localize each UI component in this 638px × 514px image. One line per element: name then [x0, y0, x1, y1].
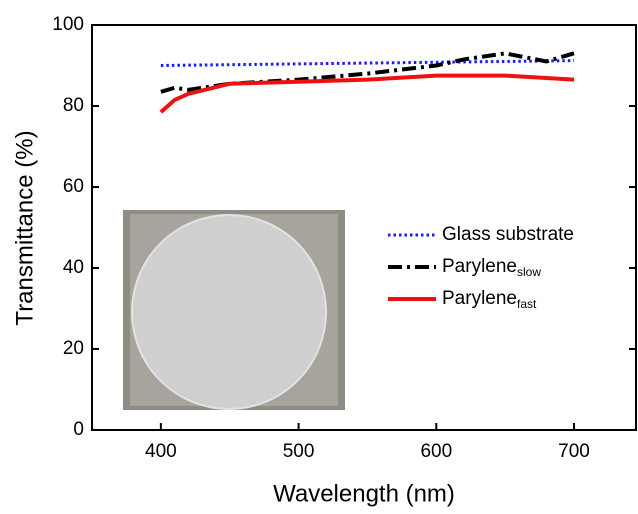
chart: Wavelength (nm) Transmittance (%) 0 20 40 6…	[0, 0, 638, 509]
x-tick-label: 600	[420, 441, 452, 462]
legend-label: Paryleneslow	[442, 256, 541, 279]
y-tick-label: 0	[73, 419, 84, 440]
y-tick-label: 100	[52, 14, 84, 35]
x-tick-label: 500	[283, 441, 315, 462]
legend-subscript: fast	[517, 297, 537, 311]
y-tick-label: 80	[63, 95, 84, 116]
x-tick-label: 700	[558, 441, 590, 462]
legend-name: Parylene	[442, 256, 517, 277]
x-axis-label: Wavelength (nm)	[273, 480, 455, 507]
legend-label: Glass substrate	[442, 224, 574, 245]
y-tick-label: 60	[63, 176, 84, 197]
legend-name: Parylene	[442, 288, 517, 309]
series-line	[161, 61, 574, 66]
inset-photo	[123, 210, 345, 410]
y-tick-label: 40	[63, 257, 84, 278]
y-tick-label: 20	[63, 338, 84, 359]
y-axis-label: Transmittance (%)	[11, 130, 38, 325]
x-tick-label: 400	[145, 441, 177, 462]
legend-subscript: slow	[517, 265, 541, 279]
legend-label: Parylenefast	[442, 288, 537, 311]
series-line	[161, 76, 574, 112]
legend-name: Glass substrate	[442, 224, 574, 245]
